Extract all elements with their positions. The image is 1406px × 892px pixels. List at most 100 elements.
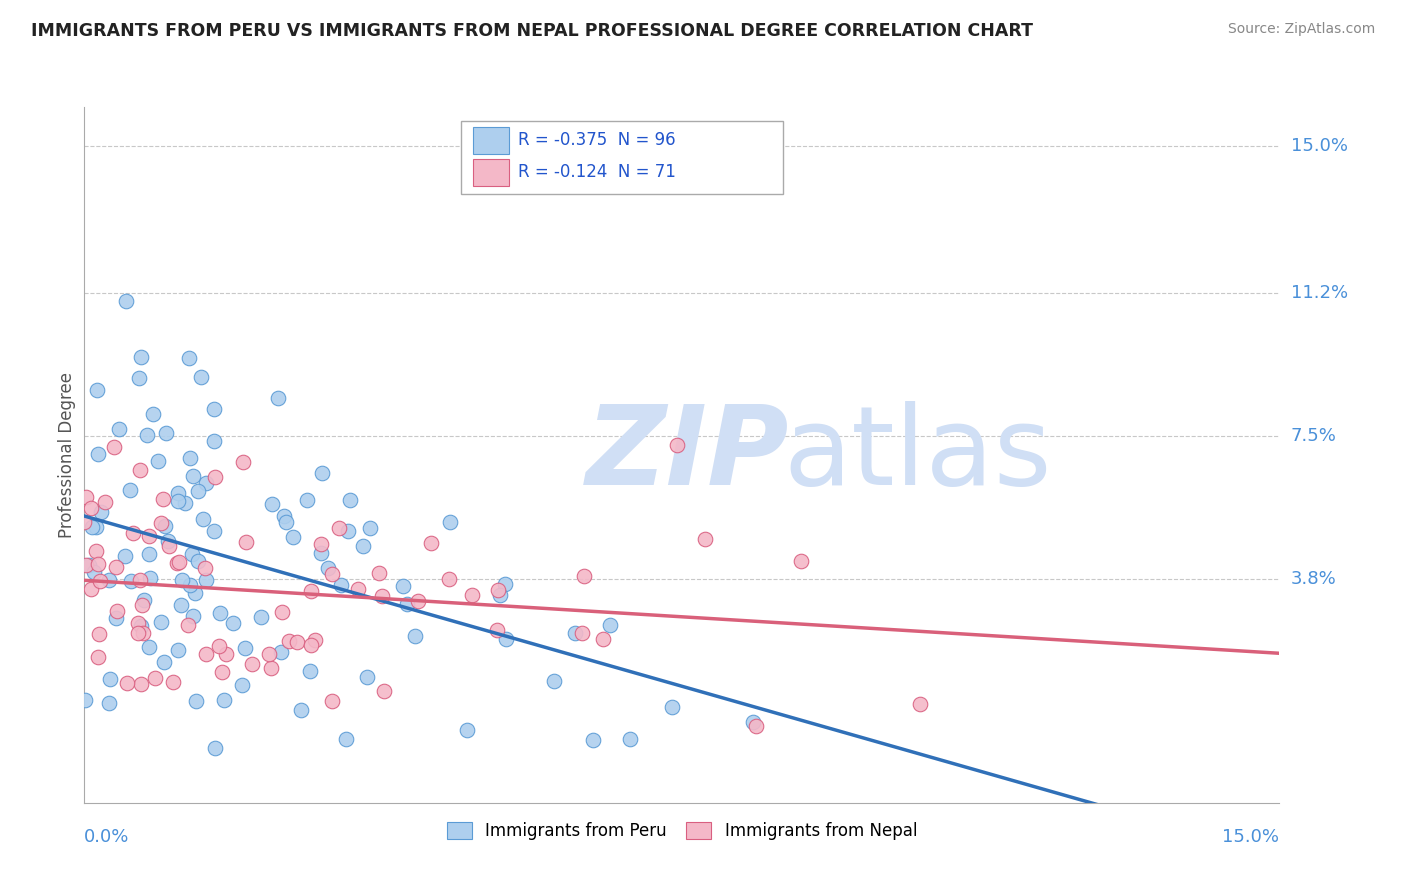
Point	[169, 598, 191, 612]
Point	[138, 547, 160, 561]
Point	[404, 629, 426, 643]
Point	[114, 549, 136, 564]
Legend: Immigrants from Peru, Immigrants from Nepal: Immigrants from Peru, Immigrants from Ne…	[440, 815, 924, 847]
Point	[321, 567, 343, 582]
Point	[86, 383, 108, 397]
Point	[195, 647, 218, 661]
Point	[120, 574, 142, 588]
Point	[75, 490, 97, 504]
Point	[419, 536, 441, 550]
Point	[120, 483, 142, 497]
Point	[105, 604, 128, 618]
Point	[143, 672, 166, 686]
Point	[138, 529, 160, 543]
Point	[89, 574, 111, 589]
Point	[155, 425, 177, 440]
Point	[90, 505, 112, 519]
Point	[167, 643, 190, 657]
Point	[177, 618, 200, 632]
Point	[488, 588, 510, 602]
Point	[373, 684, 395, 698]
Point	[115, 294, 138, 309]
Point	[619, 731, 641, 746]
Point	[138, 640, 160, 654]
Point	[290, 703, 312, 717]
Point	[204, 470, 226, 484]
Point	[166, 486, 188, 500]
Text: ZIP: ZIP	[586, 401, 790, 508]
Text: 3.8%: 3.8%	[1291, 570, 1336, 588]
Point	[129, 677, 152, 691]
Point	[146, 453, 169, 467]
Point	[494, 577, 516, 591]
Y-axis label: Professional Degree: Professional Degree	[58, 372, 76, 538]
Point	[132, 626, 155, 640]
Point	[86, 520, 108, 534]
Point	[592, 632, 614, 646]
Point	[128, 371, 150, 385]
Point	[211, 665, 233, 680]
Point	[406, 594, 429, 608]
Point	[257, 648, 280, 662]
Point	[187, 554, 209, 568]
Point	[174, 495, 197, 509]
Point	[208, 606, 231, 620]
Point	[179, 577, 201, 591]
Point	[162, 675, 184, 690]
Point	[309, 537, 332, 551]
Point	[215, 647, 238, 661]
Point	[94, 494, 117, 508]
Point	[80, 520, 103, 534]
Point	[456, 723, 478, 737]
Point	[249, 610, 271, 624]
Point	[169, 555, 191, 569]
Point	[83, 565, 105, 579]
FancyBboxPatch shape	[472, 128, 509, 153]
Point	[132, 593, 155, 607]
Point	[790, 554, 813, 568]
Point	[285, 635, 308, 649]
Point	[599, 617, 621, 632]
Point	[73, 515, 96, 529]
Text: Source: ZipAtlas.com: Source: ZipAtlas.com	[1227, 22, 1375, 37]
Point	[328, 521, 350, 535]
Point	[127, 616, 149, 631]
Point	[368, 566, 391, 581]
Point	[392, 579, 415, 593]
Point	[232, 455, 254, 469]
Point	[179, 451, 201, 466]
Point	[80, 500, 103, 515]
Text: atlas: atlas	[783, 401, 1052, 508]
Point	[103, 440, 125, 454]
Point	[204, 741, 226, 756]
Point	[316, 561, 339, 575]
Point	[115, 675, 138, 690]
Point	[298, 665, 321, 679]
Point	[908, 697, 931, 711]
Point	[277, 633, 299, 648]
Point	[274, 516, 297, 530]
Point	[329, 578, 352, 592]
Point	[190, 369, 212, 384]
Point	[80, 582, 103, 596]
Point	[311, 466, 333, 480]
Point	[157, 533, 180, 548]
Point	[129, 463, 152, 477]
Point	[339, 493, 361, 508]
Point	[485, 623, 508, 637]
Point	[170, 573, 193, 587]
Point	[181, 547, 204, 561]
Point	[295, 492, 318, 507]
Text: R = -0.375  N = 96: R = -0.375 N = 96	[519, 131, 676, 150]
Point	[356, 670, 378, 684]
Text: 15.0%: 15.0%	[1291, 136, 1347, 154]
Point	[77, 558, 100, 572]
Point	[262, 497, 284, 511]
Point	[745, 719, 768, 733]
Point	[661, 699, 683, 714]
Point	[271, 605, 294, 619]
Point	[352, 539, 374, 553]
Point	[335, 731, 357, 746]
Point	[122, 526, 145, 541]
Text: 7.5%: 7.5%	[1291, 426, 1337, 444]
